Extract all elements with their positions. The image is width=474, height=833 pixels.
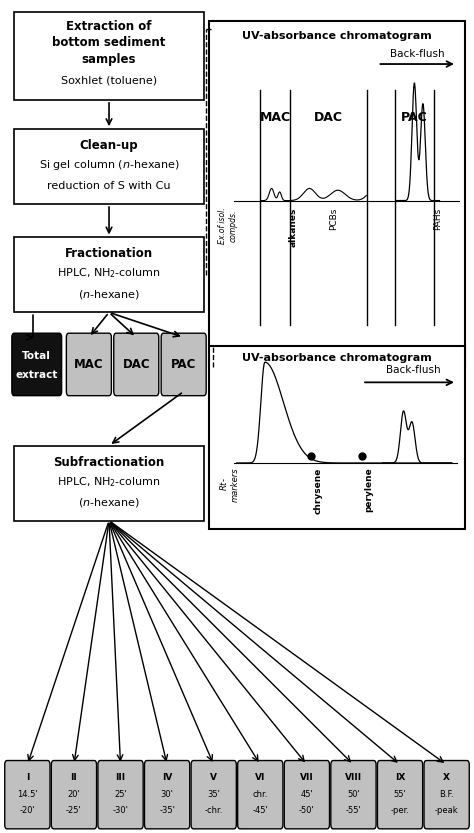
FancyBboxPatch shape	[14, 129, 204, 204]
Text: UV-absorbance chromatogram: UV-absorbance chromatogram	[242, 32, 431, 42]
Text: ($n$-hexane): ($n$-hexane)	[78, 288, 140, 301]
Text: 30': 30'	[161, 791, 173, 799]
Text: 35': 35'	[207, 791, 220, 799]
Text: PAC: PAC	[171, 358, 196, 371]
FancyBboxPatch shape	[5, 761, 50, 829]
Text: VII: VII	[300, 773, 314, 782]
Text: VIII: VIII	[345, 773, 362, 782]
FancyBboxPatch shape	[66, 333, 111, 396]
Text: II: II	[71, 773, 77, 782]
Text: 55': 55'	[394, 791, 406, 799]
Text: 45': 45'	[301, 791, 313, 799]
Text: $Rt$-
markers: $Rt$- markers	[219, 467, 240, 501]
Text: alkanes: alkanes	[289, 207, 298, 247]
Text: Clean-up: Clean-up	[80, 139, 138, 152]
Text: PAC: PAC	[401, 111, 428, 124]
FancyBboxPatch shape	[237, 761, 283, 829]
Bar	[209, 21, 465, 367]
Text: -35': -35'	[159, 806, 175, 815]
Text: 14.5': 14.5'	[17, 791, 37, 799]
FancyBboxPatch shape	[14, 237, 204, 312]
Text: bottom sediment: bottom sediment	[52, 36, 166, 49]
Text: -55': -55'	[346, 806, 361, 815]
Text: Ex.of isol.
compds.: Ex.of isol. compds.	[218, 207, 237, 244]
Text: 50': 50'	[347, 791, 360, 799]
FancyBboxPatch shape	[98, 761, 143, 829]
FancyBboxPatch shape	[377, 761, 423, 829]
Text: IV: IV	[162, 773, 173, 782]
Text: Extraction of: Extraction of	[66, 20, 152, 33]
Text: 20': 20'	[68, 791, 80, 799]
Text: PAHs: PAHs	[433, 207, 442, 230]
Text: samples: samples	[82, 53, 136, 67]
FancyBboxPatch shape	[12, 333, 62, 396]
Text: DAC: DAC	[314, 111, 343, 124]
Text: perylene: perylene	[365, 467, 374, 512]
Text: extract: extract	[16, 370, 58, 381]
FancyBboxPatch shape	[145, 761, 190, 829]
Text: -per.: -per.	[391, 806, 410, 815]
Text: reduction of S with Cu: reduction of S with Cu	[47, 181, 171, 191]
FancyBboxPatch shape	[161, 333, 206, 396]
FancyBboxPatch shape	[191, 761, 237, 829]
Text: ($n$-hexane): ($n$-hexane)	[78, 496, 140, 509]
Text: IX: IX	[395, 773, 405, 782]
Text: PCBs: PCBs	[329, 207, 338, 230]
Text: V: V	[210, 773, 217, 782]
Text: -30': -30'	[113, 806, 128, 815]
Text: Soxhlet (toluene): Soxhlet (toluene)	[61, 76, 157, 86]
Text: 25': 25'	[114, 791, 127, 799]
Text: VI: VI	[255, 773, 265, 782]
FancyBboxPatch shape	[114, 333, 159, 396]
Text: HPLC, NH$_2$-column: HPLC, NH$_2$-column	[57, 267, 161, 280]
Text: Subfractionation: Subfractionation	[54, 456, 164, 469]
Text: HPLC, NH$_2$-column: HPLC, NH$_2$-column	[57, 475, 161, 488]
Text: chr.: chr.	[253, 791, 268, 799]
Text: -50': -50'	[299, 806, 315, 815]
Text: -25': -25'	[66, 806, 82, 815]
FancyBboxPatch shape	[14, 12, 204, 100]
Text: Fractionation: Fractionation	[65, 247, 153, 261]
Text: -20': -20'	[19, 806, 35, 815]
FancyBboxPatch shape	[424, 761, 469, 829]
Text: -chr.: -chr.	[204, 806, 223, 815]
Text: Back-flush: Back-flush	[386, 365, 441, 375]
Text: Back-flush: Back-flush	[390, 48, 445, 58]
FancyBboxPatch shape	[284, 761, 329, 829]
FancyBboxPatch shape	[51, 761, 97, 829]
Text: MAC: MAC	[260, 111, 291, 124]
Text: chrysene: chrysene	[313, 467, 322, 513]
Text: B.F.: B.F.	[439, 791, 454, 799]
Text: UV-absorbance chromatogram: UV-absorbance chromatogram	[242, 352, 431, 362]
Text: X: X	[443, 773, 450, 782]
Text: I: I	[26, 773, 29, 782]
Text: MAC: MAC	[74, 358, 104, 371]
Text: DAC: DAC	[122, 358, 150, 371]
Text: -peak: -peak	[435, 806, 458, 815]
Text: III: III	[116, 773, 126, 782]
Bar	[209, 346, 465, 529]
Text: -45': -45'	[253, 806, 268, 815]
Text: Si gel column ($n$-hexane): Si gel column ($n$-hexane)	[39, 158, 179, 172]
FancyBboxPatch shape	[331, 761, 376, 829]
Text: Total: Total	[22, 352, 51, 362]
FancyBboxPatch shape	[14, 446, 204, 521]
